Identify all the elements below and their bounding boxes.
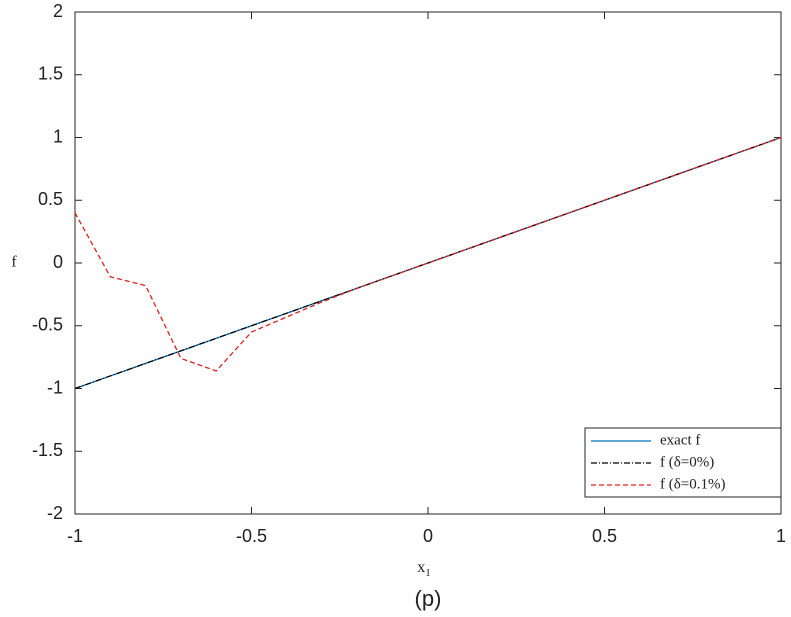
- y-tick-label: 0.5: [38, 189, 63, 209]
- x-tick-label: 0: [423, 526, 433, 546]
- y-tick-label: 1.5: [38, 64, 63, 84]
- y-tick-label: 0: [53, 252, 63, 272]
- y-tick-label: -0.5: [32, 315, 63, 335]
- y-tick-label: -1: [47, 377, 63, 397]
- y-axis-label: f: [11, 254, 17, 271]
- x-axis-label: x1: [417, 559, 431, 579]
- series-line: [74, 136, 782, 372]
- x-tick-label: 1: [776, 526, 786, 546]
- caption: (p): [415, 586, 442, 611]
- y-tick-label: -1.5: [32, 440, 63, 460]
- x-axis-label-subscript: 1: [425, 567, 431, 579]
- x-tick-label: -0.5: [236, 526, 267, 546]
- y-tick-label: -2: [47, 503, 63, 523]
- series-line: [74, 136, 782, 390]
- y-tick-label: 1: [53, 126, 63, 146]
- legend-label: exact f: [660, 432, 700, 448]
- y-tick-label: 2: [53, 1, 63, 21]
- legend-label: f (δ=0%): [660, 454, 714, 470]
- legend-label: f (δ=0.1%): [660, 476, 726, 492]
- x-tick-label: 0.5: [592, 526, 617, 546]
- x-tick-label: -1: [67, 526, 83, 546]
- x-axis-label-base: x: [417, 559, 425, 576]
- legend: exact f f (δ=0%) f (δ=0.1%): [584, 427, 782, 498]
